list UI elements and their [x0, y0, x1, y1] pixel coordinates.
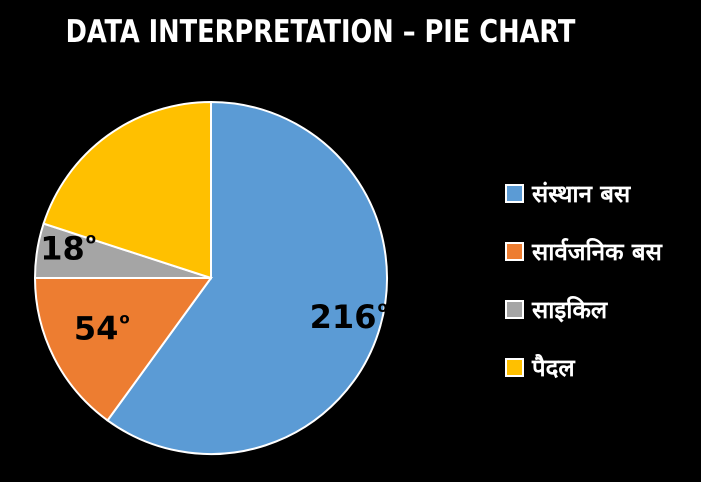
slice-value-label: 216 [310, 298, 377, 336]
degree-symbol: o [377, 298, 387, 316]
chart-title: DATA INTERPRETATION – PIE CHART [65, 14, 576, 50]
degree-symbol: o [86, 229, 96, 247]
legend-swatch [505, 241, 524, 261]
legend-item-cycle[interactable]: साइकिल [505, 280, 662, 338]
legend-swatch [505, 183, 524, 203]
slice-value-label: 18 [40, 229, 85, 267]
legend-item-sarvajanik-bus[interactable]: सार्वजनिक बस [505, 222, 662, 280]
pie-slice [33, 277, 213, 422]
legend-label: संस्थान बस [532, 179, 631, 208]
legend-swatch [505, 357, 524, 377]
legend-label: पैदल [532, 353, 575, 382]
pie-slice [106, 100, 388, 455]
legend-item-sansthan-bus[interactable]: संस्थान बस [505, 164, 662, 222]
chart-legend: संस्थान बस सार्वजनिक बस साइकिल पैदल [505, 164, 662, 396]
legend-label: सार्वजनिक बस [532, 237, 662, 266]
legend-item-paidal[interactable]: पैदल [505, 338, 662, 396]
degree-symbol: o [119, 310, 129, 328]
pie-slices [33, 100, 388, 455]
legend-swatch [505, 299, 524, 319]
pie-labels: 216 o54 o18 o [40, 229, 388, 347]
slice-value-label: 54 [74, 310, 119, 348]
legend-label: साइकिल [532, 295, 608, 324]
pie-slice [42, 100, 212, 280]
